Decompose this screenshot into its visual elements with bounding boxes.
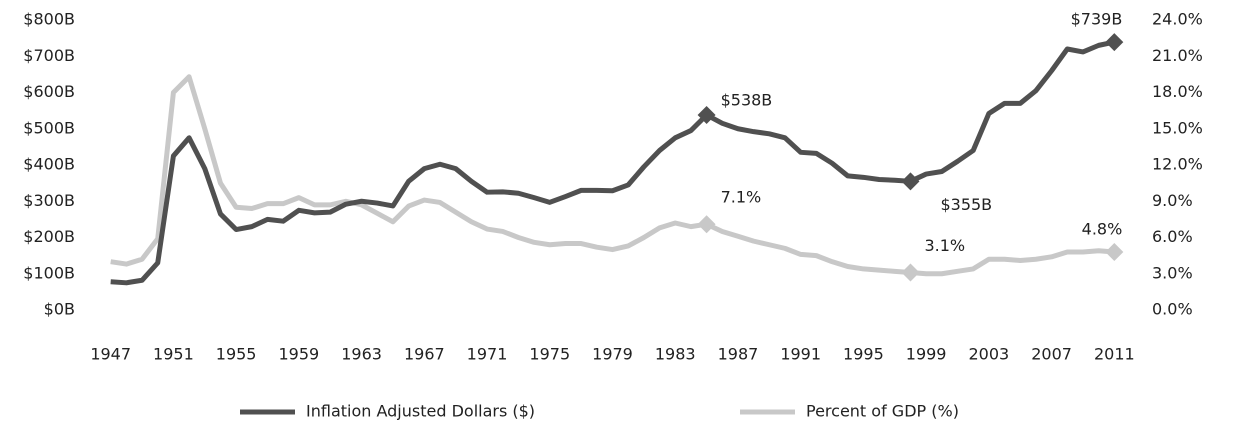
y2-tick-label: 6.0%: [1152, 227, 1193, 246]
x-tick-label: 2003: [969, 345, 1010, 364]
y-tick-label: $600B: [23, 82, 75, 101]
y-tick-label: $800B: [23, 10, 75, 29]
y2-tick-label: 24.0%: [1152, 10, 1203, 29]
x-tick-label: 1967: [404, 345, 445, 364]
point-marker: [1105, 33, 1124, 52]
x-tick-label: 1955: [216, 345, 257, 364]
x-tick-label: 1959: [279, 345, 320, 364]
x-tick-label: 1951: [153, 345, 194, 364]
x-tick-label: 1971: [467, 345, 508, 364]
y-tick-label: $700B: [23, 46, 75, 65]
x-tick-label: 1979: [592, 345, 633, 364]
y-tick-label: $0B: [44, 300, 75, 319]
data-label: 4.8%: [1082, 220, 1123, 239]
x-tick-label: 1963: [341, 345, 382, 364]
y2-tick-label: 21.0%: [1152, 46, 1203, 65]
x-tick-label: 1995: [843, 345, 884, 364]
point-marker: [901, 263, 920, 282]
y-tick-label: $100B: [23, 263, 75, 282]
point-marker: [697, 215, 716, 234]
y2-tick-label: 0.0%: [1152, 300, 1193, 319]
data-label: $538B: [721, 90, 773, 109]
y2-tick-label: 18.0%: [1152, 82, 1203, 101]
x-tick-label: 1991: [780, 345, 821, 364]
point-marker: [697, 105, 716, 124]
y2-tick-label: 3.0%: [1152, 263, 1193, 282]
x-tick-label: 1947: [90, 345, 131, 364]
series-line: [110, 74, 1115, 277]
x-tick-label: 2007: [1031, 345, 1072, 364]
legend-label: Inflation Adjusted Dollars ($): [306, 402, 535, 421]
x-tick-label: 2011: [1094, 345, 1135, 364]
x-tick-label: 1975: [529, 345, 570, 364]
y2-tick-label: 15.0%: [1152, 118, 1203, 137]
x-tick-label: 1999: [906, 345, 947, 364]
x-tick-label: 1987: [718, 345, 759, 364]
y2-tick-label: 9.0%: [1152, 191, 1193, 210]
data-label: 7.1%: [721, 188, 762, 207]
y-tick-label: $200B: [23, 227, 75, 246]
y2-tick-label: 12.0%: [1152, 155, 1203, 174]
legend-label: Percent of GDP (%): [806, 402, 959, 421]
point-marker: [1105, 243, 1124, 261]
x-tick-label: 1983: [655, 345, 696, 364]
y-tick-label: $300B: [23, 191, 75, 210]
data-label: $355B: [940, 195, 992, 214]
data-label: $739B: [1071, 10, 1123, 29]
point-marker: [901, 172, 920, 191]
y-tick-label: $500B: [23, 118, 75, 137]
data-label: 3.1%: [924, 236, 965, 255]
y-tick-label: $400B: [23, 155, 75, 174]
series-line: [110, 39, 1115, 286]
